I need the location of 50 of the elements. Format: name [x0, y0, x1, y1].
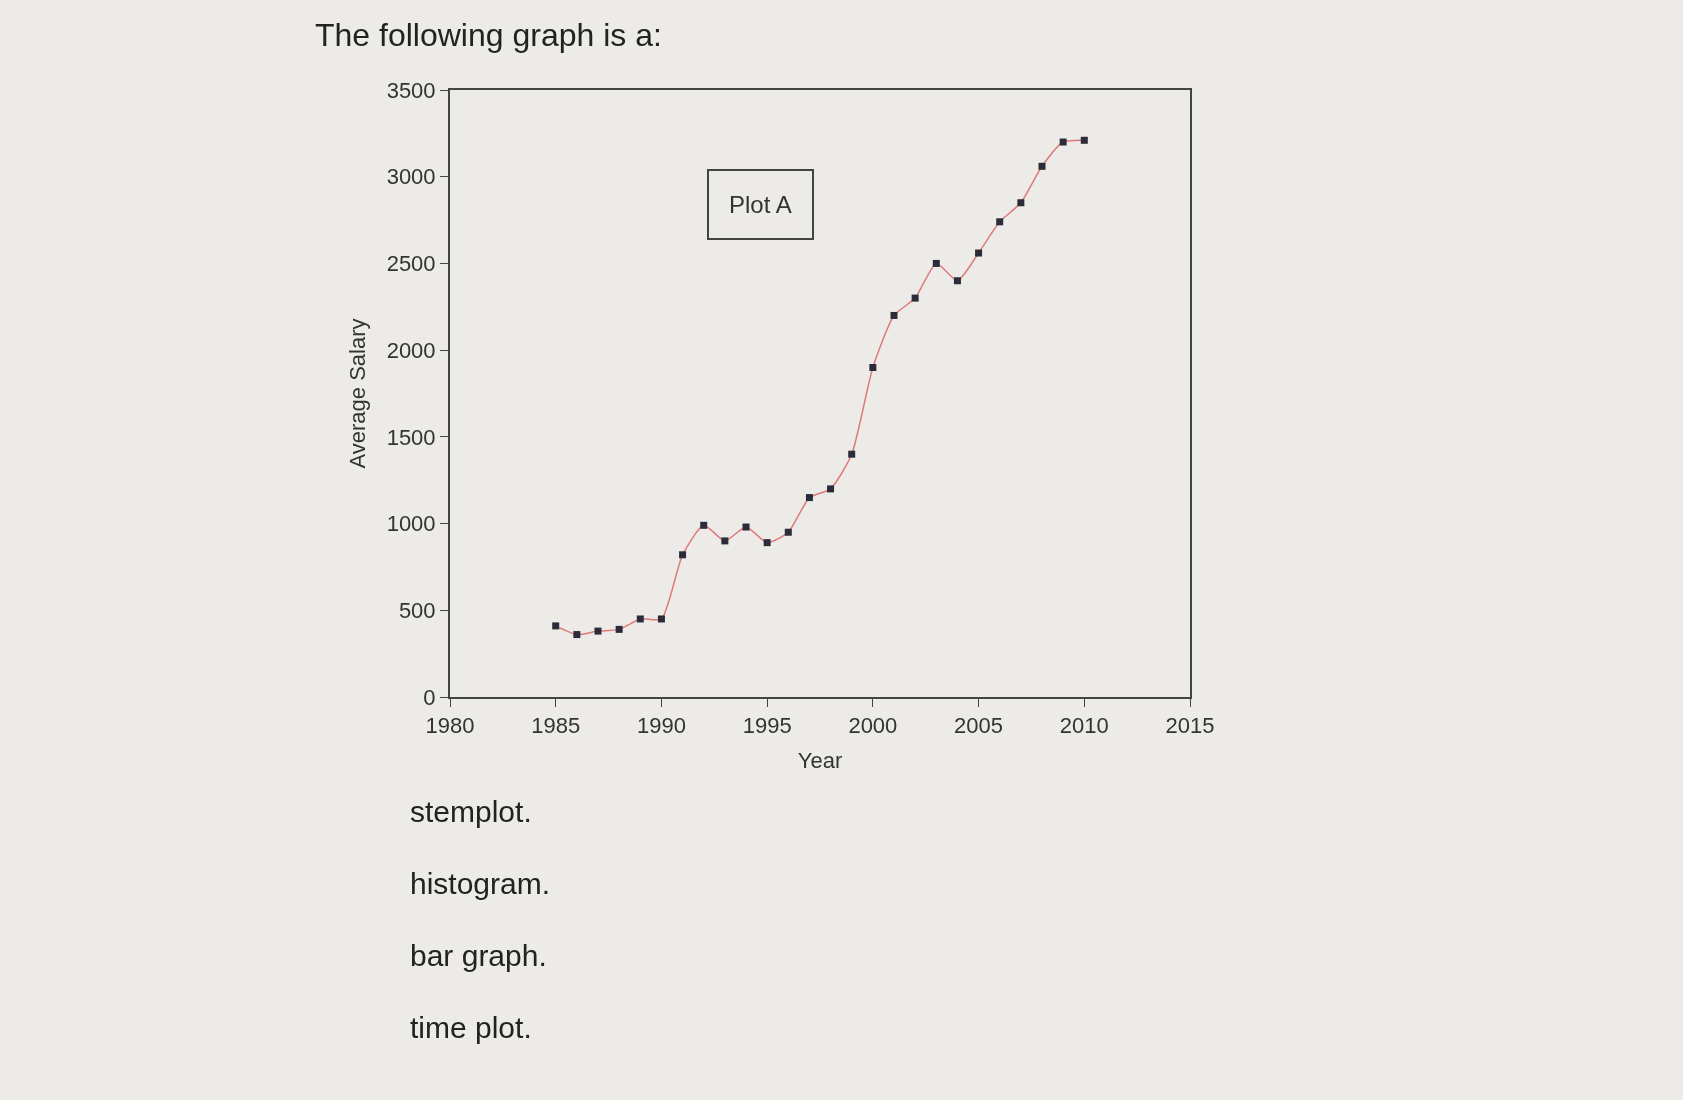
point: [679, 551, 687, 559]
point: [700, 521, 708, 529]
x-axis-title: Year: [797, 747, 843, 773]
point: [805, 494, 813, 502]
point: [869, 363, 877, 371]
x-tick-label: 1980: [425, 713, 475, 739]
x-tick-label: 1995: [742, 713, 792, 739]
y-tick-label: 3500: [386, 77, 436, 103]
text: time plot.: [410, 1011, 532, 1044]
point: [975, 249, 983, 257]
point: [890, 311, 898, 319]
point: [911, 294, 919, 302]
point: [1059, 138, 1067, 146]
x-tick-label: 2010: [1059, 713, 1109, 739]
x-tick-label: 2005: [954, 713, 1004, 739]
point: [932, 259, 940, 267]
x-tick-label: 1985: [531, 713, 581, 739]
point: [742, 523, 750, 531]
y-axis-title: Average Salary: [344, 318, 370, 469]
point: [615, 625, 623, 633]
point: [784, 528, 792, 536]
y-tick-label: 2500: [386, 251, 436, 277]
text: stemplot.: [410, 795, 532, 828]
point: [594, 627, 602, 635]
point: [721, 537, 729, 545]
chart-title: The following graph is a:: [315, 17, 662, 54]
point: [763, 539, 771, 547]
y-tick-label: 1500: [386, 424, 436, 450]
point: [552, 622, 560, 630]
text: bar graph.: [410, 939, 547, 972]
point: [1017, 199, 1025, 207]
point: [953, 277, 961, 285]
y-tick-label: 1000: [386, 511, 436, 537]
point: [1080, 136, 1088, 144]
x-tick-label: 2000: [848, 713, 898, 739]
annotation: Plot A: [729, 191, 792, 218]
x-tick-label: 1990: [636, 713, 686, 739]
point: [996, 218, 1004, 226]
y-tick-label: 0: [423, 684, 436, 710]
point: [657, 615, 665, 623]
point: [848, 450, 856, 458]
text: histogram.: [410, 867, 551, 900]
x-tick-label: 2015: [1165, 713, 1215, 739]
point: [827, 485, 835, 493]
point: [573, 631, 581, 639]
y-tick-label: 2000: [386, 337, 436, 363]
point: [1038, 162, 1046, 170]
y-tick-label: 500: [398, 597, 436, 623]
point: [636, 615, 644, 623]
y-tick-label: 3000: [386, 164, 436, 190]
